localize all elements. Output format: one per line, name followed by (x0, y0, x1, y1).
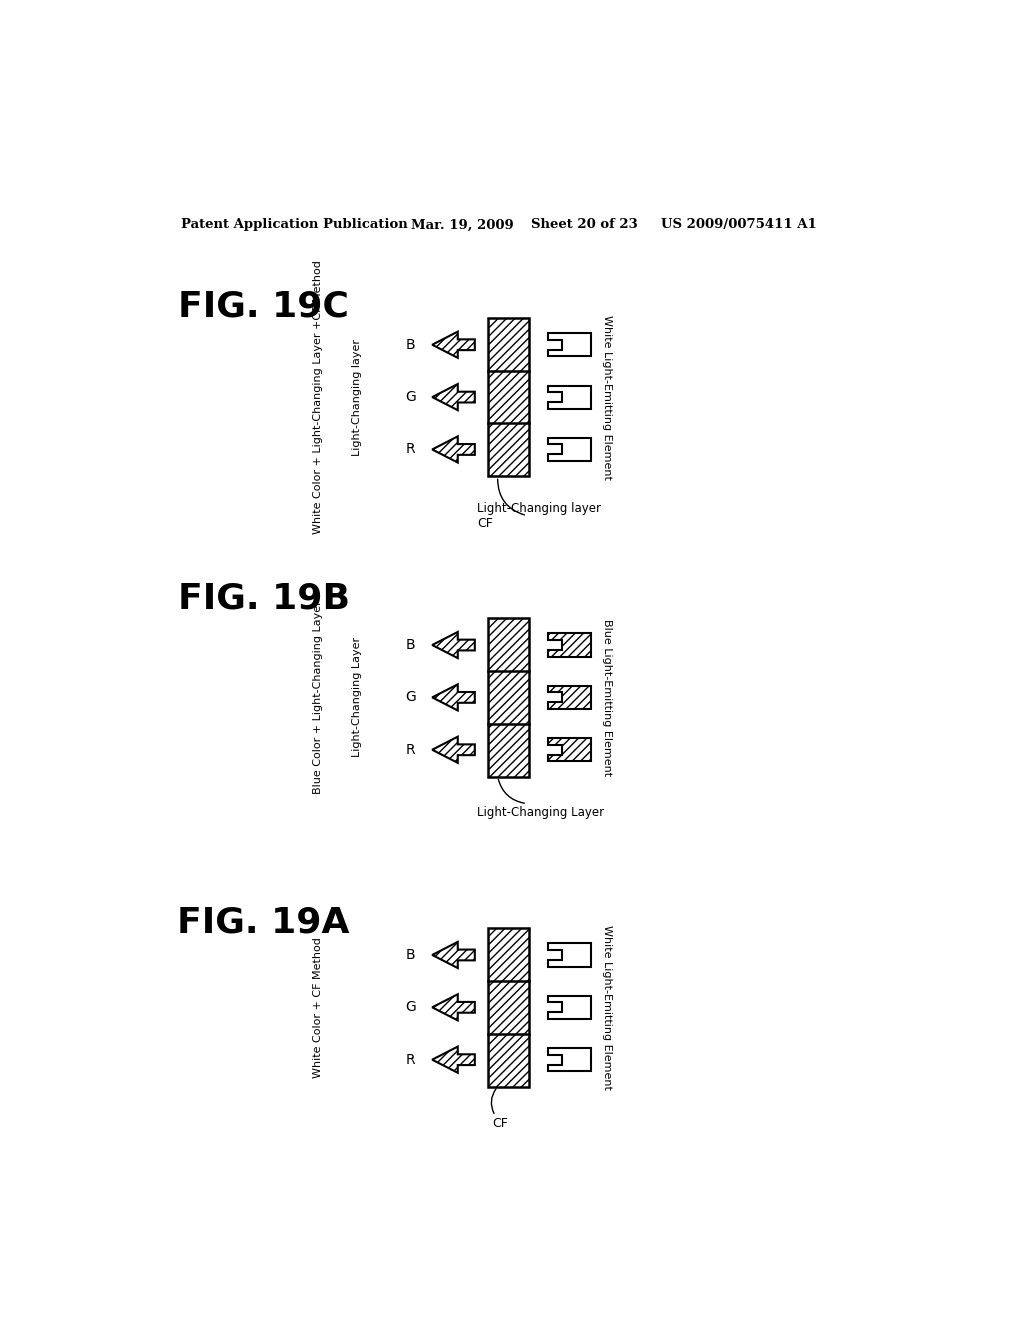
Text: White Light-Emitting Element: White Light-Emitting Element (602, 314, 612, 479)
Bar (488, 618, 528, 776)
Text: White Color + Light-Changing Layer +CF Method: White Color + Light-Changing Layer +CF M… (313, 260, 323, 535)
Polygon shape (432, 632, 475, 659)
Polygon shape (432, 437, 475, 462)
Text: Light-Changing Layer: Light-Changing Layer (351, 638, 361, 758)
Polygon shape (549, 385, 591, 409)
Polygon shape (549, 738, 591, 762)
Polygon shape (549, 634, 591, 656)
Text: B: B (407, 948, 416, 962)
Text: G: G (406, 391, 416, 404)
Polygon shape (549, 333, 591, 356)
Text: R: R (407, 743, 416, 756)
Polygon shape (549, 944, 591, 966)
Text: R: R (407, 1052, 416, 1067)
Polygon shape (549, 995, 591, 1019)
Polygon shape (432, 942, 475, 968)
Text: G: G (406, 690, 416, 705)
Bar (488, 318, 528, 477)
Text: CF: CF (493, 1118, 508, 1130)
Text: Sheet 20 of 23: Sheet 20 of 23 (531, 218, 638, 231)
Text: Light-Changing layer: Light-Changing layer (477, 502, 601, 515)
Text: G: G (406, 1001, 416, 1014)
Polygon shape (549, 686, 591, 709)
Polygon shape (432, 684, 475, 710)
Text: CF: CF (477, 517, 493, 531)
Text: Light-Changing Layer: Light-Changing Layer (477, 807, 604, 818)
Text: FIG. 19B: FIG. 19B (177, 582, 349, 616)
Text: US 2009/0075411 A1: US 2009/0075411 A1 (662, 218, 817, 231)
Text: B: B (407, 338, 416, 351)
Text: Blue Light-Emitting Element: Blue Light-Emitting Element (602, 619, 612, 776)
Text: Blue Color + Light-Changing Layer: Blue Color + Light-Changing Layer (313, 601, 323, 795)
Text: Light-Changing layer: Light-Changing layer (351, 339, 361, 455)
Polygon shape (432, 331, 475, 358)
Text: White Light-Emitting Element: White Light-Emitting Element (602, 925, 612, 1090)
Text: B: B (407, 638, 416, 652)
Polygon shape (432, 737, 475, 763)
Bar (488, 928, 528, 1086)
Text: White Color + CF Method: White Color + CF Method (313, 937, 323, 1077)
Polygon shape (432, 384, 475, 411)
Text: Mar. 19, 2009: Mar. 19, 2009 (411, 218, 514, 231)
Polygon shape (432, 994, 475, 1020)
Text: Patent Application Publication: Patent Application Publication (180, 218, 408, 231)
Polygon shape (549, 438, 591, 461)
Text: R: R (407, 442, 416, 457)
Text: FIG. 19A: FIG. 19A (177, 906, 350, 940)
Polygon shape (432, 1047, 475, 1073)
Polygon shape (549, 1048, 591, 1072)
Text: FIG. 19C: FIG. 19C (178, 289, 349, 323)
